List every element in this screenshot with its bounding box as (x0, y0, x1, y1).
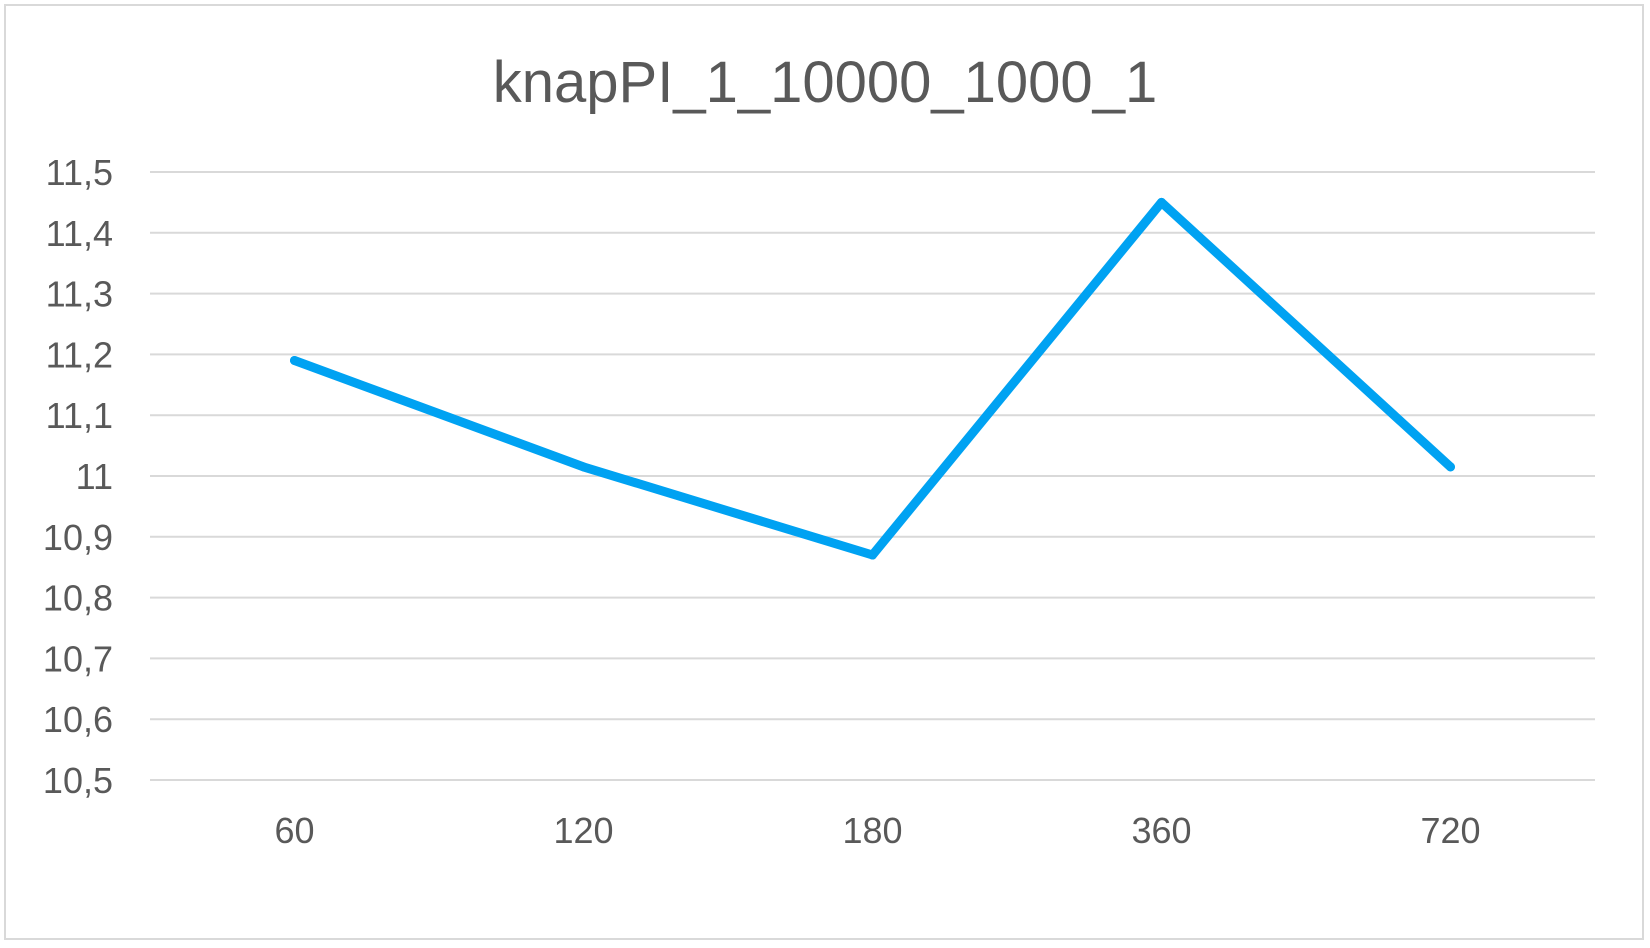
data-point (1157, 197, 1166, 207)
data-point (290, 355, 299, 365)
series-layer (290, 197, 1455, 560)
y-tick-label: 11,2 (46, 334, 113, 375)
y-tick-label: 11,3 (46, 274, 113, 315)
y-tick-label: 11,1 (46, 395, 113, 436)
chart-frame (4, 4, 1644, 940)
y-tick-label: 10,8 (43, 578, 113, 619)
x-tick-label: 60 (274, 810, 314, 851)
chart-title: knapPI_1_10000_1000_1 (493, 50, 1157, 115)
x-tick-label: 120 (553, 810, 613, 851)
x-tick-label: 180 (842, 810, 902, 851)
x-axis-tick-labels: 60 120 180 360 720 (274, 810, 1480, 851)
y-tick-label: 10,9 (43, 517, 113, 558)
data-point (868, 550, 877, 560)
y-tick-label: 10,7 (43, 638, 113, 679)
data-point (1446, 462, 1455, 472)
y-tick-label: 10,5 (43, 760, 113, 801)
data-point (579, 462, 588, 472)
gridlines (150, 171, 1595, 781)
y-tick-label: 11,4 (46, 213, 113, 254)
y-tick-label: 10,6 (43, 699, 113, 740)
x-tick-label: 720 (1420, 810, 1480, 851)
y-tick-label: 11,5 (46, 152, 113, 193)
y-axis-tick-labels: 11,5 11,4 11,3 11,2 11,1 11 10,9 10,8 10,7 10,6 10… (43, 152, 113, 801)
y-tick-label: 11 (76, 456, 113, 497)
x-tick-label: 360 (1131, 810, 1191, 851)
series-line (290, 197, 1455, 560)
